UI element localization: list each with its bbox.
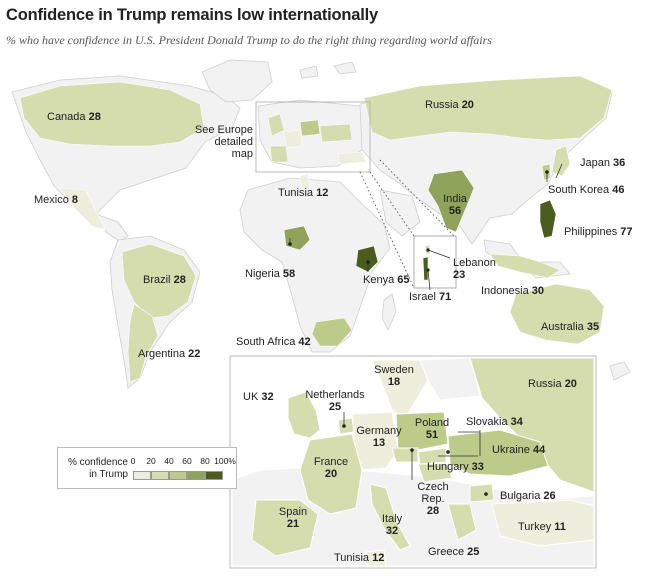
eu-label-netherlands: Netherlands 25 xyxy=(305,389,365,413)
legend-swatch xyxy=(151,471,169,480)
eu-label-hungary: Hungary 33 xyxy=(427,461,484,473)
label-argentina: Argentina 22 xyxy=(138,348,201,360)
label-nigeria: Nigeria 58 xyxy=(245,268,296,280)
eu-label-sweden: Sweden 18 xyxy=(374,364,414,388)
eu-poland-shape xyxy=(395,411,449,451)
eu-slovakia-shape xyxy=(417,447,447,465)
japan-shape xyxy=(551,145,571,177)
label-south-africa: South Africa 42 xyxy=(236,336,311,348)
label-japan: Japan 36 xyxy=(580,157,626,169)
legend-tick: 100% xyxy=(214,456,236,466)
eu-label-tunisia: Tunisia 12 xyxy=(334,552,385,564)
eu-label-italy: Italy 32 xyxy=(381,513,403,537)
europe-detail-map xyxy=(231,357,595,567)
legend-tick: 80 xyxy=(200,456,210,466)
legend-tick: 60 xyxy=(182,456,192,466)
legend-tick: 40 xyxy=(164,456,174,466)
eu-spain-shape xyxy=(251,499,319,557)
europe-inset-marker xyxy=(255,101,371,173)
legend-tick: 20 xyxy=(146,456,156,466)
eu-france-shape xyxy=(299,433,363,515)
legend-swatch xyxy=(205,471,223,480)
label-tunisia: Tunisia 12 xyxy=(278,187,329,199)
eu-label-bulgaria: Bulgaria 26 xyxy=(500,490,556,502)
map-subtitle: % who have confidence in U.S. President … xyxy=(6,33,492,47)
label-europe-callout: See Europe detailed map xyxy=(194,124,253,160)
brazil-shape xyxy=(121,243,197,319)
eu-tunisia-shape xyxy=(365,549,387,567)
eu-label-slovakia: Slovakia 34 xyxy=(466,416,523,428)
eu-czech-shape xyxy=(391,447,419,463)
eu-bulgaria-shape xyxy=(469,483,495,503)
eu-label-france: France 20 xyxy=(313,456,349,480)
eu-uk-shape xyxy=(287,391,321,439)
canada-shape xyxy=(19,81,205,147)
label-canada: Canada 28 xyxy=(47,111,101,123)
label-israel: Israel 71 xyxy=(409,291,452,303)
eu-label-germany: Germany 13 xyxy=(356,425,402,449)
eu-turkey-shape xyxy=(491,499,595,547)
eu-ukraine-shape xyxy=(447,429,549,477)
mexico-shape xyxy=(59,187,107,231)
eu-label-ukraine: Ukraine 44 xyxy=(492,444,546,456)
middle-east-inset xyxy=(413,235,457,289)
legend-tick: 0 xyxy=(130,456,136,466)
tunisia-shape xyxy=(299,173,311,191)
argentina-shape xyxy=(127,303,159,383)
map-title: Confidence in Trump remains low internat… xyxy=(6,6,378,24)
label-brazil: Brazil 28 xyxy=(143,274,186,286)
label-india: India 56 xyxy=(443,193,467,217)
kenya-shape xyxy=(355,245,379,273)
india-shape xyxy=(427,169,475,233)
legend-title: % confidence in Trump xyxy=(67,457,128,480)
legend-swatch xyxy=(133,471,151,480)
label-philippines: Philippines 77 xyxy=(564,226,633,238)
eu-netherlands-shape xyxy=(337,417,355,435)
eu-label-russia: Russia 20 xyxy=(528,378,577,390)
eu-label-poland: Poland 51 xyxy=(414,417,450,441)
label-mexico: Mexico 8 xyxy=(34,194,79,206)
legend-swatch xyxy=(169,471,187,480)
russia-shape xyxy=(363,75,613,141)
eu-germany-shape xyxy=(351,411,399,471)
legend: % confidence in Trump 0 20 40 60 80 100% xyxy=(57,447,237,489)
label-russia: Russia 20 xyxy=(425,99,474,111)
label-kenya: Kenya 65 xyxy=(363,274,410,286)
philippines-shape xyxy=(539,199,557,239)
eu-italy-shape xyxy=(369,483,411,551)
label-indonesia: Indonesia 30 xyxy=(481,285,545,297)
eu-label-uk: UK 32 xyxy=(243,391,274,403)
label-lebanon: Lebanon 23 xyxy=(453,257,496,281)
eu-greece-shape xyxy=(447,503,477,541)
eu-hungary-shape xyxy=(417,463,453,483)
south-africa-shape xyxy=(311,317,353,347)
eu-label-greece: Greece 25 xyxy=(428,546,480,558)
australia-shape xyxy=(509,283,605,345)
legend-swatch xyxy=(187,471,205,480)
eu-label-czech: Czech Rep. 28 xyxy=(417,481,449,517)
label-australia: Australia 35 xyxy=(541,321,600,333)
label-south-korea: South Korea 46 xyxy=(548,184,625,196)
eu-label-turkey: Turkey 11 xyxy=(518,521,566,533)
indonesia-shape xyxy=(489,253,561,279)
eu-label-spain: Spain 21 xyxy=(278,506,308,530)
israel-shape xyxy=(422,256,429,281)
